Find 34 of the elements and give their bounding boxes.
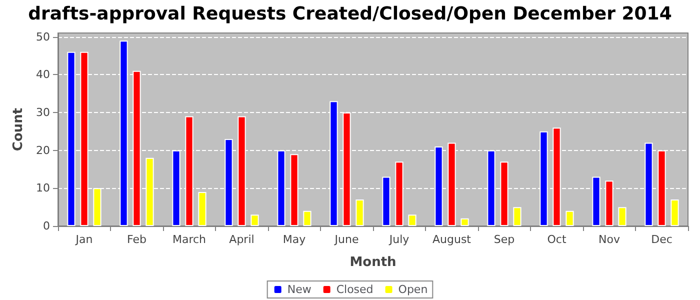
- x-tick-label: Sep: [494, 233, 515, 246]
- bar: [618, 207, 626, 226]
- y-tick-label: 50: [36, 30, 50, 44]
- y-tick-label: 10: [36, 182, 50, 195]
- x-tick-label: August: [432, 233, 472, 246]
- y-tick-label: 30: [36, 106, 50, 119]
- bar: [408, 214, 416, 226]
- x-tick-label: July: [388, 233, 410, 246]
- x-tick-label: April: [229, 233, 254, 246]
- x-tick-label: Jan: [74, 233, 93, 246]
- bar: [460, 218, 469, 226]
- x-axis-title: Month: [350, 255, 396, 270]
- bar: [670, 200, 679, 226]
- bar: [513, 207, 522, 226]
- x-tick-label: Oct: [547, 233, 567, 246]
- bar: [303, 210, 312, 226]
- chart-title: drafts-approval Requests Created/Closed/Open December 2014: [28, 4, 672, 24]
- bar: [356, 200, 364, 226]
- x-tick-label: March: [172, 233, 206, 246]
- x-tick-label: May: [282, 233, 306, 246]
- bar: [250, 214, 259, 226]
- legend-label: Closed: [336, 283, 374, 296]
- y-tick-label: 40: [36, 68, 50, 82]
- bar: [198, 192, 206, 226]
- y-tick-label: 20: [36, 144, 50, 157]
- x-tick-label: Nov: [598, 233, 620, 246]
- x-tick-label: Dec: [651, 233, 672, 246]
- legend-label: Open: [398, 283, 428, 296]
- bar: [566, 210, 574, 226]
- legend-label: New: [287, 283, 312, 296]
- y-axis-title: Count: [11, 108, 26, 152]
- x-tick-label: Feb: [127, 233, 146, 246]
- y-tick-label: 0: [43, 220, 50, 232]
- x-tick-label: June: [334, 233, 359, 246]
